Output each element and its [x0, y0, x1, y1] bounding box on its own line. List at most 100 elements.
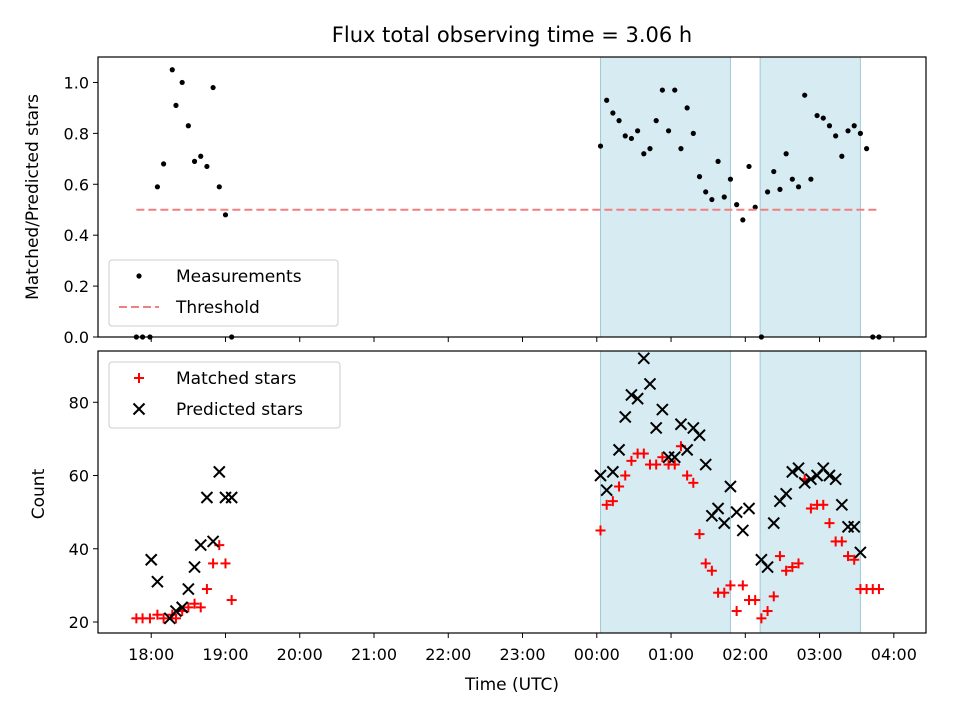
bottom-series-1-point-32: [711, 502, 725, 515]
top-series-0-point-49: [802, 92, 808, 98]
bottom-series-1-point-1: [151, 575, 164, 588]
bottom-series-1-point-50: [829, 472, 842, 486]
bottom-series-0-point-33: [700, 558, 711, 569]
bottom-series-1-point-44-b: [792, 461, 805, 475]
bottom-series-1-point-40: [767, 516, 780, 530]
bottom-series-0-point-3: [152, 609, 163, 620]
bottom-series-1-point-20-b: [637, 352, 651, 365]
bottom-series-0-point-12: [208, 558, 219, 569]
bottom-series-1-point-23-b: [656, 403, 669, 416]
bottom-series-1-point-54-b: [854, 546, 867, 559]
top-series-0-point-30: [684, 105, 690, 111]
bottom-series-0-point-39: [737, 580, 748, 591]
bottom-series-0-point-21: [626, 455, 637, 466]
bottom-series-1-point-12: [225, 491, 238, 504]
bottom-series-1-point-43: [786, 465, 799, 479]
bottom-series-0-point-47: [787, 562, 798, 573]
top-series-0-point-51: [814, 112, 820, 119]
bottom-series-1-point-51-b: [835, 498, 849, 512]
bottom-series-1-point-42-b: [779, 487, 793, 501]
bottom-legend-box: [108, 361, 341, 429]
bottom-series-0-point-10: [195, 602, 206, 613]
bottom-series-1-point-50-b: [829, 472, 842, 486]
bottom-series-0-point-30: [682, 470, 693, 481]
top-ytick-label-1: 0.2: [64, 277, 89, 296]
bottom-series-1-point-44: [792, 461, 805, 475]
bottom-series-1-point-30-b: [699, 458, 712, 471]
bottom-series-1-point-33-b: [718, 516, 731, 530]
top-series-0-point-24: [647, 146, 653, 152]
bottom-ytick-label-1: 40: [69, 540, 89, 559]
bottom-panel: 20 40 60 80 18:00 19:00 20:00 21:00 22:00 23:00 00…: [69, 350, 927, 664]
top-series-0-point-31: [690, 130, 696, 136]
bottom-series-1-point-9-b: [206, 535, 220, 548]
bottom-series-0-point-26: [657, 452, 668, 463]
bottom-series-1-point-53-b: [848, 520, 861, 533]
bottom-series-1-point-5-b: [182, 582, 195, 596]
bottom-series-1-point-7: [194, 538, 207, 552]
bottom-series-0-point-14: [220, 558, 231, 569]
top-series-0-point-52: [820, 115, 826, 121]
bottom-series-1-point-45-b: [798, 476, 811, 490]
xtick-label-1: 19:00: [202, 645, 248, 664]
bottom-series-1-point-25-b: [668, 451, 681, 464]
bottom-series-1-point-12-b: [225, 491, 238, 504]
bottom-series-1-point-54: [854, 546, 867, 559]
bottom-series-1-point-29: [693, 429, 706, 442]
bottom-series-0-point-52: [818, 499, 829, 510]
bottom-series-0-point-15: [226, 595, 237, 606]
bottom-series-1-point-26: [674, 418, 688, 431]
bottom-ytick-label-2: 60: [69, 467, 89, 486]
top-series-0-point-8: [185, 123, 191, 129]
top-ytick-label-3: 0.6: [64, 175, 89, 194]
bottom-series-0-point-42: [756, 613, 767, 624]
bottom-series-1-point-17-b: [619, 410, 632, 424]
bottom-series-1-point-16-b: [612, 443, 626, 457]
bottom-series-1-point-0: [145, 553, 158, 566]
bottom-series-1-point-36: [736, 524, 750, 537]
top-series-0-point-26: [659, 87, 665, 93]
bottom-shaded-window-1: [759, 350, 861, 634]
top-series-0-point-53: [826, 123, 833, 129]
bottom-series-0-point-61: [873, 584, 884, 595]
top-series-0-point-16: [597, 143, 604, 149]
top-panel: 0.0 0.2 0.4 0.6 0.8 1.0 Measurements Threshold: [64, 56, 927, 347]
xtick-label-6: 00:00: [574, 645, 620, 664]
bottom-series-1-point-14-b: [600, 483, 613, 497]
top-series-0-point-48: [795, 184, 802, 190]
bottom-series-1-point-5: [182, 582, 195, 596]
bottom-legend-label-0: Matched stars: [176, 369, 296, 389]
bottom-series-1-point-18: [625, 388, 638, 402]
top-series-0-point-17: [604, 97, 610, 103]
bottom-series-0-point-46: [781, 565, 792, 576]
bottom-series-0-point-6: [170, 613, 181, 624]
top-series-0-point-9: [191, 158, 198, 164]
top-series-0-point-14: [222, 212, 229, 218]
top-series-0-point-47: [789, 176, 795, 182]
bottom-series-1-point-4-b: [175, 601, 189, 614]
bottom-series-0-point-44: [768, 591, 779, 602]
top-series-0-point-27: [665, 128, 672, 134]
top-legend-box: [108, 259, 339, 327]
bottom-shaded-window-0: [599, 350, 731, 634]
top-series-0-point-19: [616, 118, 622, 124]
bottom-series-0-point-50: [805, 503, 816, 514]
top-series-0-point-4: [160, 161, 167, 167]
top-legend-label-0: Measurements: [176, 267, 302, 287]
top-series-0-point-39: [740, 217, 746, 223]
top-series-0-point-22: [635, 128, 641, 134]
bottom-series-1-point-46-b: [804, 472, 818, 486]
bottom-series-1-point-38-b: [755, 553, 768, 566]
bottom-series-0-point-9: [189, 598, 200, 609]
bottom-series-1-point-13: [594, 469, 607, 482]
bottom-series-0: [131, 441, 884, 624]
top-series-0-point-35: [715, 158, 721, 164]
top-series-0-point-58: [857, 130, 864, 136]
bottom-series-1-point-51: [835, 498, 849, 512]
top-series-0-point-29: [678, 146, 684, 152]
bottom-series-1-point-40-b: [767, 516, 780, 530]
bottom-legend-marker-1: [132, 402, 146, 416]
bottom-series-1-point-23: [656, 403, 669, 416]
top-series-0-point-56: [845, 128, 851, 134]
xtick-label-0: 18:00: [128, 645, 174, 664]
